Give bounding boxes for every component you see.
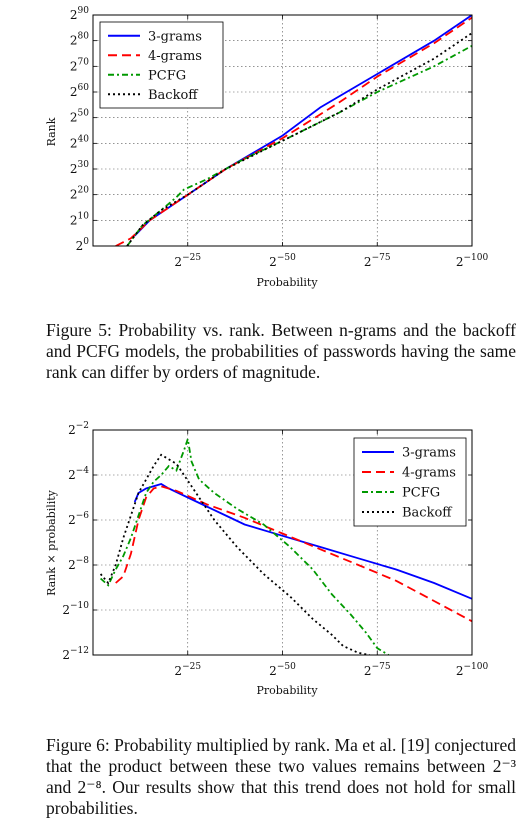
y-tick-label: 20 [76,237,90,253]
y-tick-label: 260 [70,83,89,99]
legend-label: Backoff [402,506,453,521]
legend-label: 3-grams [402,446,456,461]
caption-label: Figure 5: [46,320,112,340]
legend-label: PCFG [148,68,186,83]
caption-text: Probability vs. rank. Between n-grams an… [46,320,516,382]
y-tick-label: 250 [70,109,89,125]
figure-5-caption: Figure 5: Probability vs. rank. Between … [46,320,516,383]
y-tick-label: 290 [70,6,89,22]
legend-label: 4-grams [148,49,202,64]
x-axis-title: Probability [256,276,318,289]
x-tick-label: 2−25 [174,662,201,678]
series-line-backoff [126,32,472,246]
y-tick-label: 270 [70,57,89,73]
y-tick-label: 2−2 [68,421,89,437]
x-tick-label: 2−25 [174,253,201,269]
x-axis-title: Probability [256,684,318,697]
y-tick-label: 2−12 [62,646,89,662]
legend-label: 3-grams [148,29,202,44]
x-tick-label: 2−100 [456,253,489,269]
y-tick-label: 230 [70,160,89,176]
figure-6-caption: Figure 6: Probability multiplied by rank… [46,735,516,819]
y-tick-label: 280 [70,32,89,48]
y-axis-label: Rank [45,117,58,146]
x-tick-label: 2−75 [364,662,391,678]
x-tick-label: 2−75 [364,253,391,269]
y-tick-label: 240 [70,134,89,150]
legend-label: 4-grams [402,466,456,481]
caption-text: Probability multiplied by rank. Ma et al… [46,735,516,818]
series-line-backoff [99,453,370,655]
y-tick-label: 2−6 [68,511,89,527]
series-line-pcfg [99,438,390,655]
y-axis-label: Rank × probability [45,489,58,596]
y-axis-title: Rank [45,117,58,146]
caption-label: Figure 6: [46,735,110,755]
series-line-4-grams [115,485,472,623]
y-tick-label: 2−10 [62,601,89,617]
x-tick-label: 2−100 [456,662,489,678]
legend-label: PCFG [402,486,440,501]
y-tick-label: 2−8 [68,556,89,572]
figure-5-chart: Rank Probability 2−25 2−50 2−75 2−100 20 210 2… [45,6,489,289]
y-tick-label: 210 [70,211,89,227]
legend-label: Backoff [148,88,199,103]
y-axis-title: Rank × probability [45,489,58,596]
figure-6-chart: Rank × probability Probability 2−25 2−50 2… [45,421,489,697]
y-tick-label: 2−4 [68,466,89,482]
x-tick-label: 2−50 [269,662,296,678]
series-line-3-grams [134,15,472,237]
y-tick-label: 220 [70,186,89,202]
x-tick-label: 2−50 [269,253,296,269]
